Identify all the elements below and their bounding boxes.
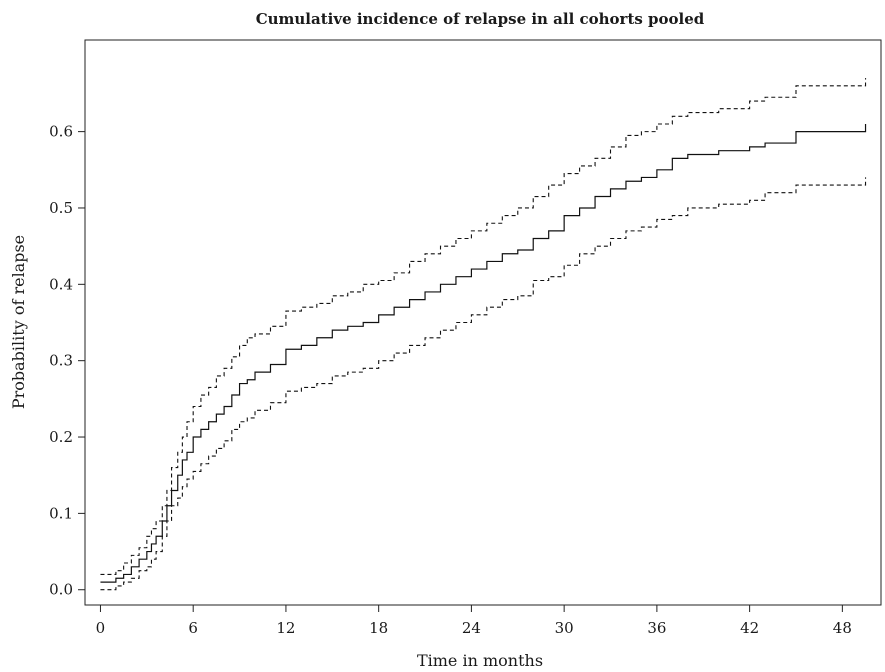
plot-frame (85, 40, 881, 605)
x-tick-label: 30 (555, 619, 574, 637)
x-axis-label: Time in months (417, 651, 543, 670)
x-tick-label: 12 (276, 619, 295, 637)
x-axis: 0 6 12 18 24 30 36 42 48 (96, 605, 852, 637)
x-tick-label: 48 (833, 619, 852, 637)
y-axis-label: Probability of relapse (9, 235, 28, 409)
upper-ci-curve (100, 78, 865, 574)
x-tick-label: 24 (462, 619, 481, 637)
x-tick-label: 0 (96, 619, 106, 637)
incidence-curve (100, 124, 865, 582)
y-tick-label: 0.3 (49, 352, 73, 370)
x-tick-label: 36 (647, 619, 666, 637)
lower-ci-curve (100, 177, 865, 589)
x-tick-label: 6 (188, 619, 198, 637)
y-tick-label: 0.1 (49, 504, 73, 522)
y-tick-label: 0.0 (49, 581, 73, 599)
y-tick-label: 0.6 (49, 123, 73, 141)
y-axis: 0.0 0.1 0.2 0.3 0.4 0.5 0.6 (49, 123, 85, 599)
y-tick-label: 0.2 (49, 428, 73, 446)
x-tick-label: 18 (369, 619, 388, 637)
y-tick-label: 0.4 (49, 275, 73, 293)
y-tick-label: 0.5 (49, 199, 73, 217)
series-layer (100, 78, 865, 590)
x-tick-label: 42 (740, 619, 759, 637)
chart-title: Cumulative incidence of relapse in all c… (256, 10, 705, 28)
